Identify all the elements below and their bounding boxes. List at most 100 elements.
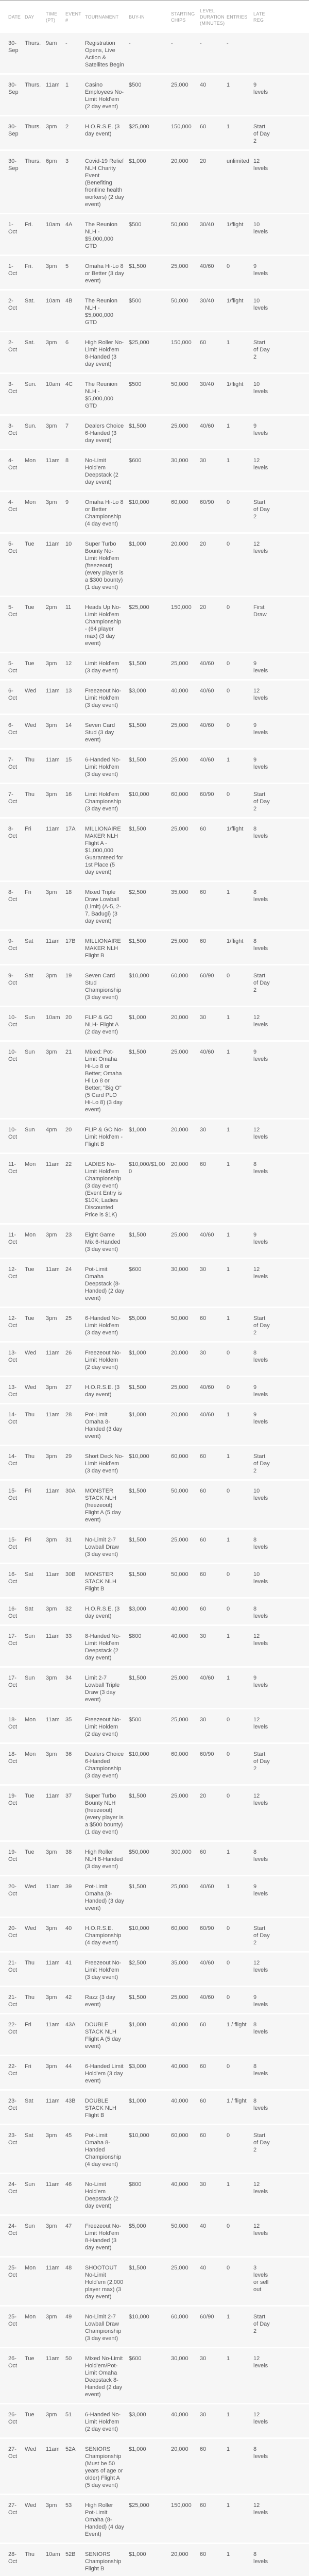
table-row: 20-Oct Wed 11am 39 Pot-Limit Omaha (8-Handed… [0,1876,309,1917]
cell-tournament: No-Limit Hold'em Deepstack (2 day event) [85,450,129,490]
cell-latereg: 12 levels [253,151,309,213]
cell-event: 36 [65,1744,85,1784]
cell-tournament: MONSTER STACK NLH Flight B [85,1564,129,1597]
cell-latereg: 9 levels [253,75,309,115]
cell-entries: 0 [227,1786,253,1840]
cell-entries: - [227,33,253,73]
cell-chips: 25,000 [171,931,200,964]
table-row: 3-Oct Sun. 10am 4C The Reunion NLH - $5,000,… [0,374,309,414]
cell-latereg: 8 levels [253,1599,309,1624]
cell-tournament: H.O.R.S.E. (3 day event) [85,1599,129,1624]
table-row: 27-Oct Wed 3pm 53 High Roller Pot-Limit Omah… [0,2495,309,2543]
cell-buyin: $600 [129,2348,171,2403]
cell-date: 9-Oct [0,931,25,964]
cell-event: 42 [65,1987,85,2013]
cell-entries: 0 [227,715,253,748]
cell-date: 25-Oct [0,2307,25,2347]
cell-day: Sat [25,2091,46,2124]
table-row: 5-Oct Tue 2pm 11 Heads Up No-Limit Hold'em C… [0,597,309,652]
cell-chips: 25,000 [171,1987,200,2013]
cell-tournament: Pot-Limit Omaha (8-Handed) (3 day event) [85,1876,129,1917]
table-row: 10-Oct Sun 4pm 20 FLIP & GO No-Limit Hold'em… [0,1120,309,1153]
cell-duration: 30 [200,1007,227,1040]
cell-entries: 0 [227,2125,253,2173]
cell-day: Fri [25,1481,46,1528]
cell-chips: 25,000 [171,653,200,679]
cell-entries: 0 [227,2056,253,2089]
cell-duration: 60 [200,819,227,880]
cell-latereg: Start of Day 2 [253,1918,309,1951]
cell-time: 3pm [46,965,65,1006]
table-row: 3-Oct Sun. 3pm 7 Dealers Choice 6-Handed (3 … [0,416,309,449]
cell-day: Sun [25,2216,46,2256]
cell-event: 31 [65,1530,85,1563]
cell-day: Wed [25,1918,46,1951]
cell-time: 3pm [46,116,65,149]
cell-duration: 40/60 [200,1668,227,1708]
cell-duration: 20 [200,597,227,652]
cell-time: 3pm [46,1042,65,1118]
cell-buyin: $500 [129,75,171,115]
cell-date: 22-Oct [0,2014,25,2055]
cell-chips: 50,000 [171,291,200,331]
cell-tournament: SENIORS Championship Flight B [85,2544,129,2576]
cell-chips: 40,000 [171,1626,200,1666]
cell-buyin: $1,500 [129,1876,171,1917]
cell-chips: 60,000 [171,492,200,532]
cell-event: 13 [65,681,85,714]
cell-duration: - [200,33,227,73]
cell-time: 3pm [46,1530,65,1563]
cell-entries: 1 [227,1668,253,1708]
cell-event: 43B [65,2091,85,2124]
cell-buyin: $1,000 [129,2544,171,2576]
cell-event: 47 [65,2216,85,2256]
column-header-latereg: LATE REG [253,3,309,31]
cell-duration: 60 [200,1154,227,1223]
cell-chips: 25,000 [171,1530,200,1563]
cell-event: 38 [65,1842,85,1875]
cell-tournament: The Reunion NLH - $5,000,000 GTD [85,374,129,414]
cell-chips: 25,000 [171,1377,200,1403]
cell-chips: 30,000 [171,2348,200,2403]
cell-tournament: H.O.R.S.E. (3 day event) [85,116,129,149]
cell-buyin: - [129,33,171,73]
cell-event: 40 [65,1918,85,1951]
cell-event: 51 [65,2404,85,2437]
cell-latereg: 12 levels [253,2404,309,2437]
cell-chips: 35,000 [171,1953,200,1986]
cell-duration: 60 [200,931,227,964]
cell-day: Mon [25,450,46,490]
cell-time: 2pm [46,597,65,652]
cell-chips: 20,000 [171,1343,200,1376]
cell-event: 4B [65,291,85,331]
cell-time: 11am [46,1876,65,1917]
cell-date: 17-Oct [0,1668,25,1708]
cell-chips: 60,000 [171,1918,200,1951]
cell-entries: 1 [227,1446,253,1479]
cell-event: 24 [65,1259,85,1307]
cell-latereg [253,33,309,73]
cell-tournament: Super Turbo Bounty No-Limit Hold'em (fre… [85,534,129,596]
cell-day: Thu [25,1446,46,1479]
cell-event: 44 [65,2056,85,2089]
cell-duration: 60 [200,1530,227,1563]
cell-day: Tue [25,653,46,679]
cell-duration: 30 [200,1343,227,1376]
table-row: 30-Sep Thurs. 3pm 2 H.O.R.S.E. (3 day event)… [0,116,309,149]
cell-latereg: 9 levels [253,1668,309,1708]
cell-day: Tue [25,2348,46,2403]
cell-event: 52B [65,2544,85,2576]
cell-day: Sun [25,1626,46,1666]
cell-entries: 1 [227,450,253,490]
cell-time: 11am [46,2258,65,2305]
cell-entries: 1 [227,1842,253,1875]
cell-tournament: SENIORS Championship (Must be 50 years o… [85,2439,129,2494]
cell-buyin: $25,000 [129,2495,171,2543]
cell-latereg: 12 levels [253,2174,309,2214]
cell-event: 45 [65,2125,85,2173]
cell-event: 50 [65,2348,85,2403]
cell-day: Thu [25,2544,46,2576]
cell-time: 3pm [46,715,65,748]
cell-date: 11-Oct [0,1154,25,1223]
cell-buyin: $600 [129,450,171,490]
